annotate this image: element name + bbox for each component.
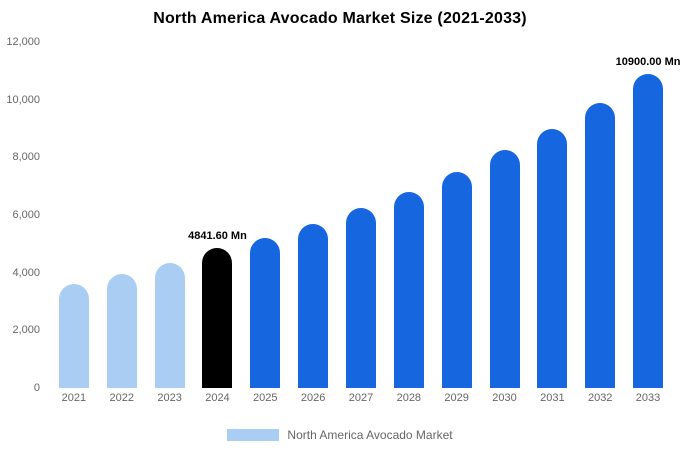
bar-slot <box>528 42 576 388</box>
bars-container: 4841.60 Mn 10900.00 Mn <box>50 42 680 388</box>
bar-2031[interactable] <box>537 128 568 388</box>
legend-swatch <box>227 429 280 441</box>
x-axis-label: 2021 <box>61 392 87 404</box>
bar-slot <box>241 42 289 388</box>
bar-slot <box>146 42 194 388</box>
y-axis: 0 2,000 4,000 6,000 8,000 10,000 12,000 <box>0 36 44 394</box>
y-axis-tick-label: 8,000 <box>12 151 40 164</box>
bar-slot <box>289 42 337 388</box>
plot-area: 4841.60 Mn 10900.00 Mn <box>50 42 680 388</box>
bar-slot <box>50 42 98 388</box>
bar-slot: 4841.60 Mn <box>188 42 247 388</box>
y-axis-tick-label: 4,000 <box>12 266 40 279</box>
legend-label: North America Avocado Market <box>287 428 453 442</box>
bar-2025[interactable] <box>250 238 281 388</box>
x-axis: 2021 2022 2023 2024 2025 2026 2027 2028 2029 2030… <box>50 392 672 408</box>
x-axis-label: 2031 <box>540 392 565 404</box>
bar-slot: 10900.00 Mn <box>616 42 680 388</box>
bar-slot <box>98 42 146 388</box>
bar-value-label: 4841.60 Mn <box>188 230 247 243</box>
x-axis-label: 2022 <box>109 392 134 404</box>
bar-2024[interactable]: 4841.60 Mn <box>188 230 247 388</box>
bar-slot <box>337 42 385 388</box>
bar-slot <box>385 42 433 388</box>
bar-2021[interactable] <box>58 284 89 388</box>
bar-2026[interactable] <box>298 223 329 388</box>
y-axis-tick-label: 2,000 <box>12 324 40 337</box>
x-axis-label: 2030 <box>492 392 517 404</box>
y-axis-tick-label: 0 <box>33 382 40 394</box>
bar-slot <box>433 42 481 388</box>
x-axis-label: 2033 <box>635 392 661 404</box>
x-axis-label: 2025 <box>253 392 278 404</box>
bar-slot <box>481 42 529 388</box>
bar-2028[interactable] <box>393 191 424 388</box>
x-axis-label: 2028 <box>396 392 422 404</box>
x-axis-label: 2029 <box>444 392 469 404</box>
bar-2023[interactable] <box>154 262 185 388</box>
x-axis-label: 2032 <box>587 392 613 404</box>
bar-value-label: 10900.00 Mn <box>615 55 680 68</box>
legend[interactable]: North America Avocado Market <box>0 428 680 442</box>
x-axis-label: 2026 <box>300 392 326 404</box>
bar-2033[interactable]: 10900.00 Mn <box>616 56 680 388</box>
y-axis-tick-label: 6,000 <box>12 209 40 221</box>
y-axis-tick-label: 12,000 <box>6 36 40 48</box>
bar-2032[interactable] <box>585 102 616 388</box>
bar-2027[interactable] <box>345 207 376 388</box>
chart-title: North America Avocado Market Size (2021-… <box>153 10 527 27</box>
x-axis-label: 2023 <box>157 392 182 404</box>
bar-slot <box>576 42 624 388</box>
bar-2029[interactable] <box>441 171 472 388</box>
x-axis-label: 2027 <box>348 392 374 404</box>
y-axis-tick-label: 10,000 <box>6 93 40 106</box>
bar-2022[interactable] <box>106 274 137 388</box>
bar-2030[interactable] <box>489 150 520 388</box>
x-axis-label: 2024 <box>205 392 230 404</box>
